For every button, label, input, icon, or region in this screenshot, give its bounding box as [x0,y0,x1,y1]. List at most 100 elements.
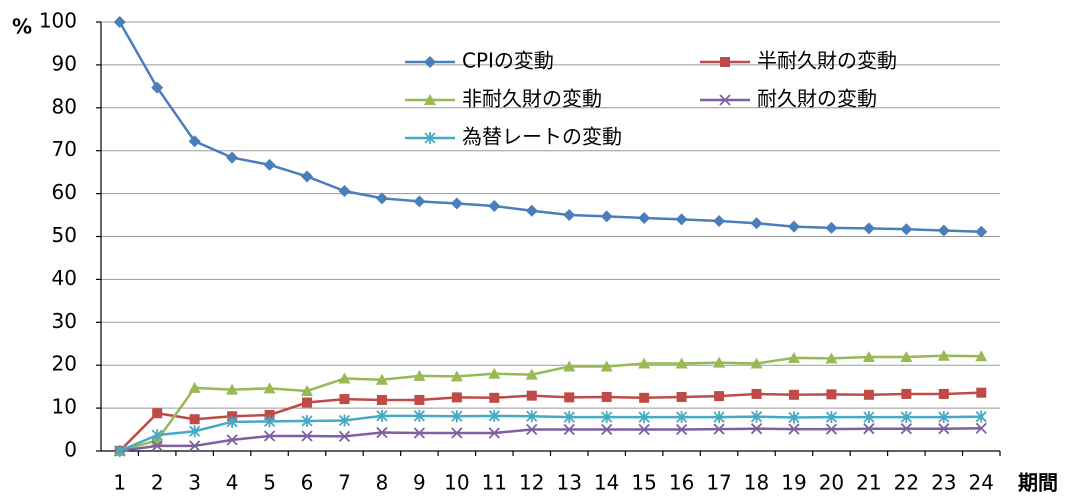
x-tick-label: 6 [301,471,314,495]
marker-shape [488,200,501,213]
marker [526,410,538,423]
marker [750,357,763,369]
marker-shape [975,410,987,423]
marker [301,384,314,396]
marker [719,94,731,106]
marker-shape [301,384,314,396]
marker-shape [938,388,949,399]
marker-shape [376,409,388,422]
marker-shape [713,356,726,368]
marker-shape [713,411,725,424]
marker-shape [338,185,351,198]
marker-shape [713,423,725,435]
marker-shape [638,357,651,369]
marker-shape [564,392,575,403]
marker [376,409,388,422]
marker-shape [526,410,538,423]
marker [900,223,913,236]
marker [113,16,126,28]
marker-shape [339,394,350,405]
marker-shape [375,192,388,205]
marker-shape [901,388,912,399]
marker [937,224,950,237]
marker [937,349,950,361]
legend-entry: CPIの変動 [405,49,554,73]
marker-shape [226,151,239,164]
marker [189,425,201,438]
marker-shape [563,209,576,222]
marker [601,411,613,424]
marker [302,397,313,408]
marker-shape [720,57,730,67]
x-tick-label: 13 [557,471,582,495]
marker [413,369,426,381]
series-line [119,414,982,453]
marker-shape [450,370,463,382]
marker-shape [675,357,688,369]
marker [375,192,388,205]
marker-shape [189,414,200,425]
marker [414,394,425,405]
y-tick-label: 100 [39,9,77,33]
marker-shape [862,222,875,235]
marker [451,410,463,423]
marker [338,430,351,443]
marker [264,409,275,420]
marker [900,411,912,424]
series-line [118,21,982,234]
marker [750,423,763,435]
marker [787,351,800,363]
x-tick-label: 16 [669,471,694,495]
marker-shape [750,410,763,423]
marker [451,392,462,403]
x-tick-label: 20 [819,471,844,495]
marker-shape [900,223,913,236]
marker [750,217,763,230]
legend-label: 為替レートの変動 [462,125,622,149]
marker-shape [376,394,387,405]
marker [601,391,612,402]
marker [563,209,576,222]
marker [788,411,800,424]
marker [226,151,239,164]
marker [563,423,575,436]
marker-shape [226,383,239,395]
marker [338,414,351,427]
marker-shape [825,411,838,424]
marker-shape [638,212,651,225]
marker-shape [788,411,800,424]
marker-shape [675,411,688,424]
marker [975,350,988,362]
x-axis-label: 期間 [1018,471,1058,495]
marker-shape [152,408,163,419]
y-tick-label: 90 [52,51,77,75]
marker-shape [638,411,650,424]
marker [188,381,201,393]
legend-entry: 非耐久財の変動 [405,87,602,111]
marker [424,56,436,68]
y-tick-label: 0 [64,438,77,462]
marker [900,351,913,363]
marker [787,220,800,233]
y-tick-label: 80 [52,94,77,118]
marker [338,372,351,384]
marker [638,411,650,424]
marker-shape [451,410,463,423]
marker-shape [601,411,613,424]
marker [975,410,987,423]
series-line [118,391,982,452]
marker [675,423,688,436]
marker [675,357,688,369]
marker-shape [301,170,314,183]
marker [424,94,436,105]
marker-shape [414,394,425,405]
marker-shape [189,440,201,452]
legend-entry: 半耐久財の変動 [700,49,897,73]
marker-shape [863,411,875,424]
marker-shape [937,224,950,237]
x-tick-label: 9 [413,471,426,495]
marker-shape [975,225,988,238]
legend-label: 非耐久財の変動 [462,87,602,111]
marker-shape [488,367,501,379]
marker-shape [188,135,201,148]
